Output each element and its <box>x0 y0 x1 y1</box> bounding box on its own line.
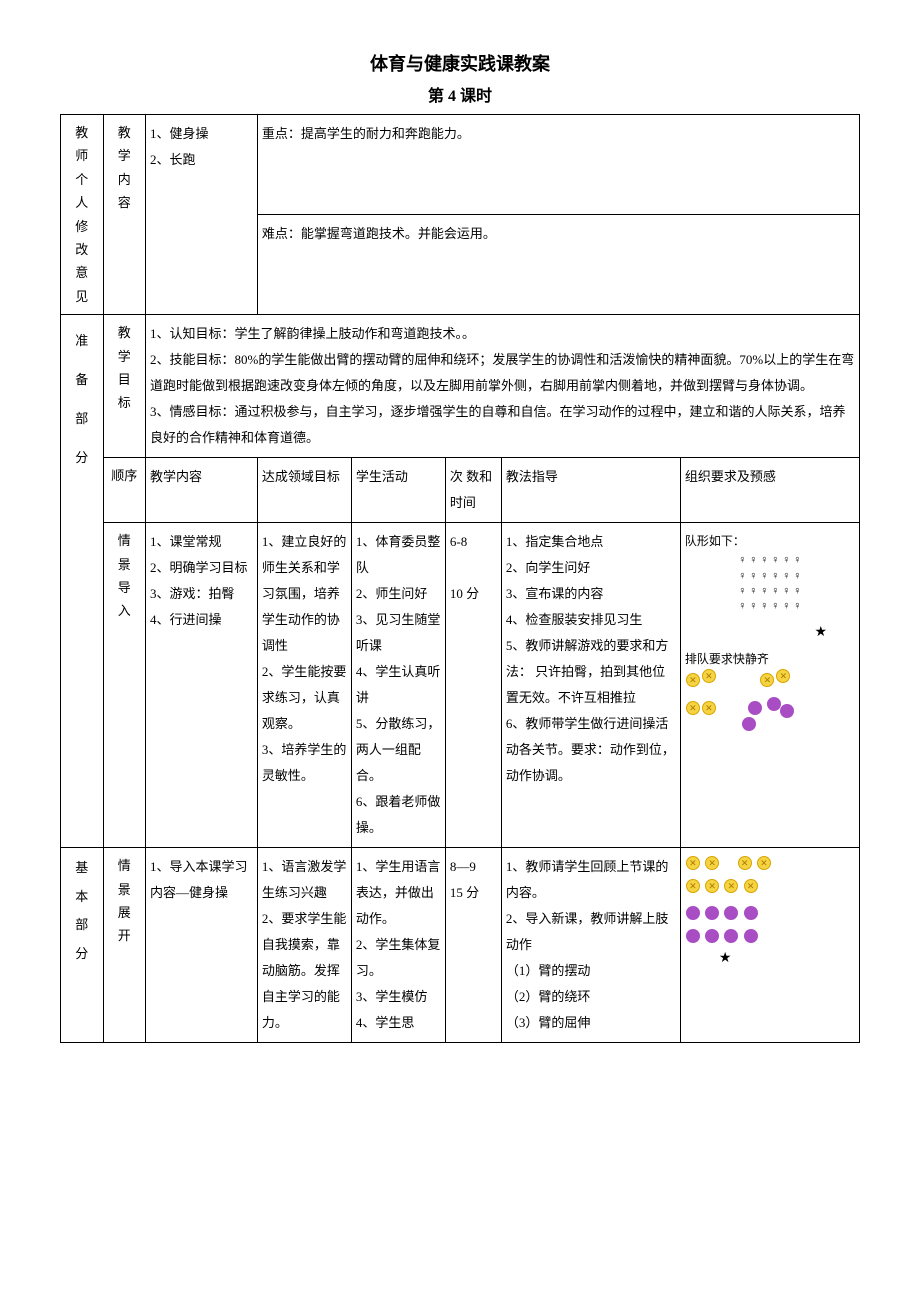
header-content: 教学内容 <box>146 458 258 523</box>
header-goal: 达成领域目标 <box>257 458 351 523</box>
difficulty-cell: 难点：能掌握弯道跑技术。并能会运用。 <box>257 215 859 315</box>
prep-section-label: 准备部分 <box>61 315 104 848</box>
goals-cell: 1、认知目标：学生了解韵律操上肢动作和弯道跑技术。。 2、技能目标：80%的学生… <box>146 315 860 458</box>
teaching-content-cell: 1、健身操 2、长跑 <box>146 115 258 315</box>
teacher-star-icon: ★ <box>685 619 855 647</box>
formation-rows: ♀ ♀ ♀ ♀ ♀ ♀♀ ♀ ♀ ♀ ♀ ♀♀ ♀ ♀ ♀ ♀ ♀♀ ♀ ♀ ♀… <box>685 553 855 615</box>
expand-label: 情景展开 <box>103 848 146 1043</box>
formation-label: 队形如下： <box>685 529 855 553</box>
intro-org: 队形如下： ♀ ♀ ♀ ♀ ♀ ♀♀ ♀ ♀ ♀ ♀ ♀♀ ♀ ♀ ♀ ♀ ♀♀… <box>680 523 859 848</box>
queue-note: 排队要求快静齐 <box>685 647 855 671</box>
header-seq: 顺序 <box>103 458 146 523</box>
expand-content: 1、导入本课学习内容—健身操 <box>146 848 258 1043</box>
lesson-plan-table: 教师个人修改意见 教学内容 1、健身操 2、长跑 重点：提高学生的耐力和奔跑能力… <box>60 114 860 1043</box>
basic-section-label: 基本部分 <box>61 848 104 1043</box>
intro-time: 6-8 10 分 <box>445 523 501 848</box>
intro-content: 1、课堂常规 2、明确学习目标 3、游戏：拍臀 4、行进间操 <box>146 523 258 848</box>
header-activity: 学生活动 <box>351 458 445 523</box>
keypoint-cell: 重点：提高学生的耐力和奔跑能力。 <box>257 115 859 215</box>
teacher-star-icon-2: ★ <box>685 950 855 968</box>
intro-method: 1、指定集合地点 2、向学生问好 3、宣布课的内容 4、检查服装安排见习生 5、… <box>501 523 680 848</box>
formation-diagram-2: ★ <box>685 854 855 968</box>
expand-time: 8—9 15 分 <box>445 848 501 1043</box>
intro-label: 情景导入 <box>103 523 146 848</box>
teaching-content-label: 教学内容 <box>103 115 146 315</box>
expand-goal: 1、语言激发学生练习兴趣 2、要求学生能自我摸索，靠动脑筋。发挥自主学习的能力。 <box>257 848 351 1043</box>
teacher-note-label: 教师个人修改意见 <box>61 115 104 315</box>
goal-label: 教学目标 <box>103 315 146 458</box>
page-subtitle: 第 4 课时 <box>60 82 860 106</box>
intro-goal: 1、建立良好的师生关系和学习氛围，培养学生动作的协调性 2、学生能按要求练习，认… <box>257 523 351 848</box>
header-time: 次 数和 时间 <box>445 458 501 523</box>
expand-activity: 1、学生用语言表达，并做出动作。 2、学生集体复习。 3、学生模仿 4、学生思 <box>351 848 445 1043</box>
expand-org: ★ <box>680 848 859 1043</box>
formation-diagram-1 <box>685 671 855 732</box>
header-org: 组织要求及预感 <box>680 458 859 523</box>
intro-activity: 1、体育委员整队 2、师生问好 3、见习生随堂听课 4、学生认真听讲 5、分散练… <box>351 523 445 848</box>
header-method: 教法指导 <box>501 458 680 523</box>
expand-method: 1、教师请学生回顾上节课的内容。 2、导入新课，教师讲解上肢动作 （1）臂的摆动… <box>501 848 680 1043</box>
page-title: 体育与健康实践课教案 <box>60 50 860 76</box>
